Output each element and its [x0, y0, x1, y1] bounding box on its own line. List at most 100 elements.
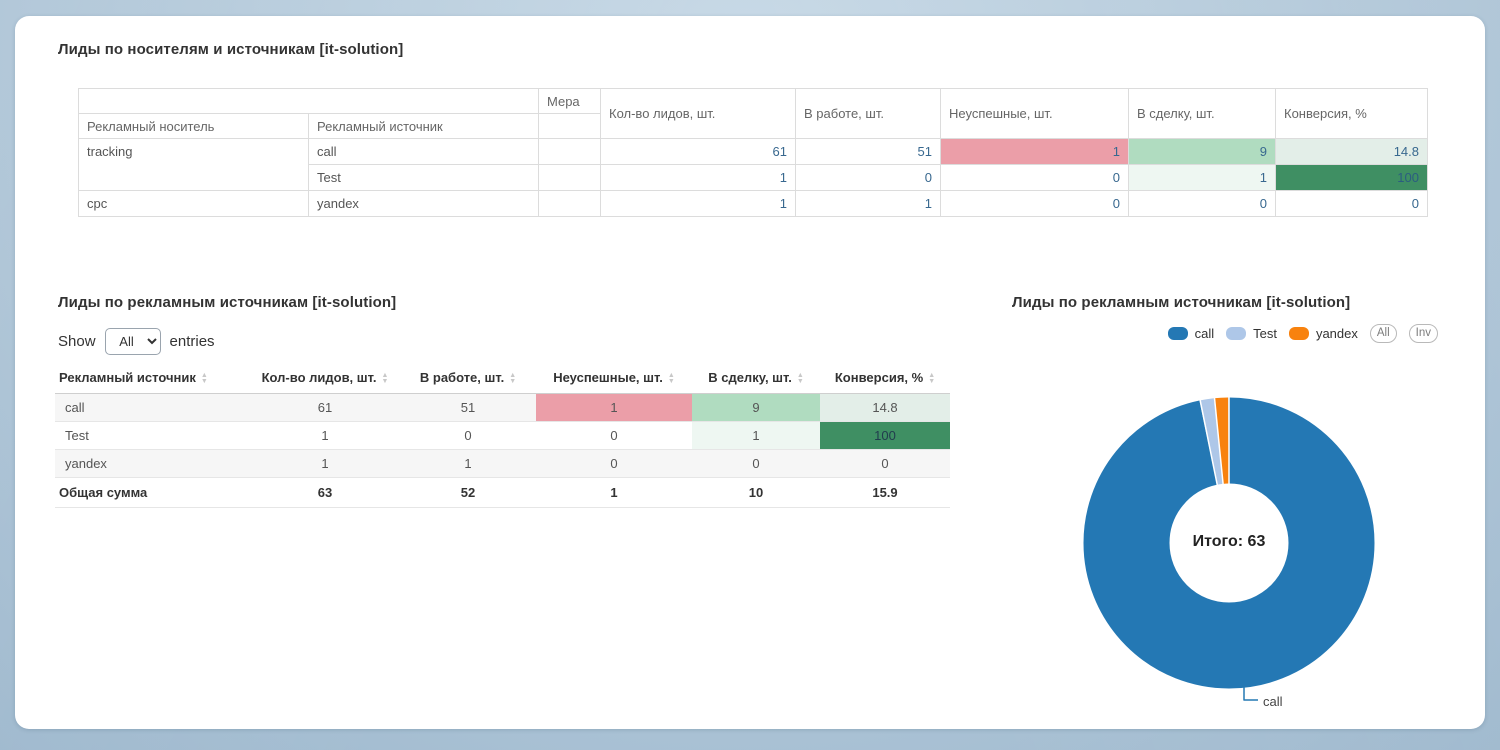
pivot-measure-cell: [538, 190, 601, 217]
failed-cell: 0: [536, 449, 692, 478]
pivot-in-progress-cell: 1: [795, 190, 941, 217]
source-cell: call: [55, 393, 250, 422]
source-cell: Test: [55, 421, 250, 450]
pivot-header-leads: Кол-во лидов, шт.: [600, 88, 796, 139]
in-progress-cell: 1: [400, 449, 536, 478]
sort-header-source[interactable]: Рекламный источник ▲ ▼: [55, 367, 250, 394]
legend-all-button[interactable]: All: [1369, 324, 1397, 343]
table-row: call 61 51 1 9 14.8: [55, 393, 950, 422]
pivot-carrier-cell: cpc: [78, 190, 309, 217]
totals-leads: 63: [250, 476, 400, 508]
sort-icon[interactable]: ▲ ▼: [509, 371, 517, 385]
conversion-cell: 14.8: [820, 393, 950, 422]
pivot-header-carrier: Рекламный носитель: [78, 113, 309, 139]
pivot-header-measure-empty: [538, 113, 601, 139]
conversion-cell: 0: [820, 449, 950, 478]
pivot-source-cell: yandex: [308, 190, 539, 217]
table-row: yandex 1 1 0 0 0: [55, 449, 950, 478]
pivot-header-failed: Неуспешные, шт.: [940, 88, 1129, 139]
legend-item-test[interactable]: Test: [1226, 326, 1277, 341]
donut-center-label: Итого: 63: [1192, 533, 1266, 550]
totals-conversion: 15.9: [820, 476, 950, 508]
pivot-leads-cell: 61: [600, 138, 796, 165]
pivot-header-empty: [78, 88, 539, 114]
legend-item-call[interactable]: call: [1167, 326, 1215, 341]
pivot-deal-cell: 1: [1128, 164, 1276, 191]
legend-swatch-call: [1167, 327, 1188, 340]
slice-separator: [1213, 397, 1224, 486]
sort-header-in-progress[interactable]: В работе, шт. ▲ ▼: [400, 367, 536, 394]
deal-cell: 9: [692, 393, 820, 422]
callout-line: [1243, 686, 1258, 701]
pivot-conversion-cell: 14.8: [1275, 138, 1428, 165]
failed-cell: 1: [536, 393, 692, 422]
legend-inv-button[interactable]: Inv: [1408, 324, 1438, 343]
show-entries-control: Show All entries: [58, 328, 215, 355]
pivot-deal-cell: 0: [1128, 190, 1276, 217]
table-row: cpc yandex 1 1 0 0 0: [78, 190, 1428, 217]
chart-legend: call Test yandex All Inv: [1012, 324, 1438, 343]
leads-cell: 1: [250, 421, 400, 450]
sort-icon[interactable]: ▲ ▼: [928, 371, 936, 385]
donut-chart[interactable]: [1059, 373, 1399, 713]
table-row: Test 1 0 0 1 100: [55, 421, 950, 450]
pivot-leads-cell: 1: [600, 190, 796, 217]
sources-header-row: Рекламный источник ▲ ▼ Кол-во лидов, шт. ▲ ▼…: [55, 367, 950, 394]
pivot-deal-cell: 9: [1128, 138, 1276, 165]
datatable-title: Лиды по рекламным источникам [it-solutio…: [58, 294, 397, 311]
sources-table: Рекламный источник ▲ ▼ Кол-во лидов, шт. ▲ ▼…: [55, 367, 950, 508]
pivot-header-row-1: Мера Кол-во лидов, шт. В работе, шт. Неу…: [78, 88, 1428, 139]
pivot-header-source: Рекламный источник: [308, 113, 539, 139]
sort-header-conversion[interactable]: Конверсия, % ▲ ▼: [820, 367, 950, 394]
pivot-failed-cell: 1: [940, 138, 1129, 165]
pivot-table: Мера Кол-во лидов, шт. В работе, шт. Неу…: [78, 88, 1428, 217]
pivot-carrier-cell: tracking: [78, 138, 309, 191]
entries-label: entries: [169, 333, 215, 350]
failed-cell: 0: [536, 421, 692, 450]
pivot-failed-cell: 0: [940, 190, 1129, 217]
pivot-leads-cell: 1: [600, 164, 796, 191]
pivot-title: Лиды по носителям и источникам [it-solut…: [58, 41, 404, 58]
pivot-in-progress-cell: 0: [795, 164, 941, 191]
pivot-header-deal: В сделку, шт.: [1128, 88, 1276, 139]
callout-label: call: [1263, 694, 1283, 709]
pivot-conversion-cell: 100: [1275, 164, 1428, 191]
chart-title: Лиды по рекламным источникам [it-solutio…: [1012, 294, 1351, 311]
totals-row: Общая сумма 63 52 1 10 15.9: [55, 476, 950, 508]
table-row: tracking call 61 51 1 9 14.8: [78, 138, 1428, 191]
legend-label: Test: [1253, 326, 1277, 341]
legend-swatch-test: [1226, 327, 1247, 340]
pivot-in-progress-cell: 51: [795, 138, 941, 165]
slice-separator: [1199, 399, 1219, 487]
totals-deal: 10: [692, 476, 820, 508]
sort-icon[interactable]: ▲ ▼: [796, 371, 804, 385]
sort-icon[interactable]: ▲ ▼: [667, 371, 675, 385]
legend-label: call: [1194, 326, 1215, 341]
source-cell: yandex: [55, 449, 250, 478]
pivot-measure-cell: [538, 138, 601, 165]
donut-svg: [1083, 397, 1375, 701]
pivot-header-in-progress: В работе, шт.: [795, 88, 941, 139]
show-label: Show: [58, 333, 96, 350]
sort-icon[interactable]: ▲ ▼: [381, 371, 389, 385]
deal-cell: 0: [692, 449, 820, 478]
pivot-measure-cell: [538, 164, 601, 191]
leads-cell: 1: [250, 449, 400, 478]
pivot-source-cell: Test: [308, 164, 539, 191]
pivot-header-measure: Мера: [538, 88, 601, 114]
legend-item-yandex[interactable]: yandex: [1288, 326, 1358, 341]
sort-header-leads[interactable]: Кол-во лидов, шт. ▲ ▼: [250, 367, 400, 394]
leads-cell: 61: [250, 393, 400, 422]
totals-failed: 1: [536, 476, 692, 508]
sort-header-deal[interactable]: В сделку, шт. ▲ ▼: [692, 367, 820, 394]
pivot-header-conversion: Конверсия, %: [1275, 88, 1428, 139]
pivot-conversion-cell: 0: [1275, 190, 1428, 217]
deal-cell: 1: [692, 421, 820, 450]
pivot-source-cell: call: [308, 138, 539, 165]
sort-header-failed[interactable]: Неуспешные, шт. ▲ ▼: [536, 367, 692, 394]
conversion-cell: 100: [820, 421, 950, 450]
page-size-select[interactable]: All: [104, 328, 161, 355]
in-progress-cell: 0: [400, 421, 536, 450]
in-progress-cell: 51: [400, 393, 536, 422]
sort-icon[interactable]: ▲ ▼: [200, 371, 208, 385]
